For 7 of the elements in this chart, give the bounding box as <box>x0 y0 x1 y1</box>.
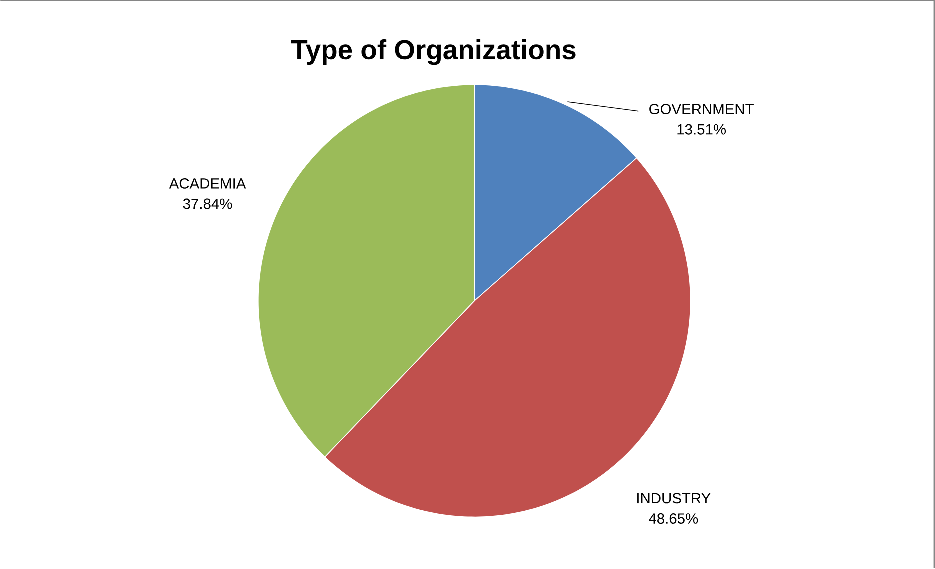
data-label: 13.51% <box>678 124 726 136</box>
slice-label: GOVERNMENT <box>650 104 754 115</box>
slice-label: INDUSTRY <box>638 493 711 504</box>
data-label: 48.65% <box>649 514 698 524</box>
data-label: 37.84% <box>183 198 232 210</box>
chart-title: Type of Organizations <box>291 40 576 66</box>
slice-label: ACADEMIA <box>169 178 246 190</box>
